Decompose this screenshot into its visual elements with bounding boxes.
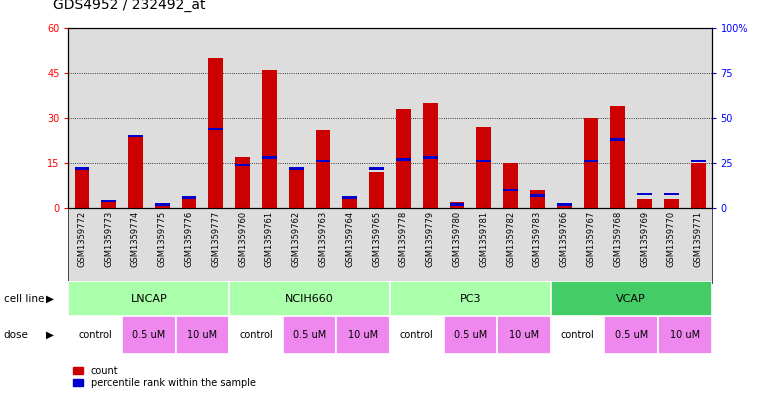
Bar (396, 109, 411, 208)
Bar (209, 128, 223, 130)
Bar (637, 193, 652, 195)
Text: GDS4952 / 232492_at: GDS4952 / 232492_at (53, 0, 205, 12)
Bar (316, 160, 330, 162)
Bar (128, 136, 143, 208)
Bar (423, 156, 438, 159)
Bar (691, 160, 705, 162)
Text: control: control (561, 330, 594, 340)
Text: VCAP: VCAP (616, 294, 646, 304)
Text: cell line: cell line (4, 294, 44, 304)
Bar (128, 135, 143, 137)
Text: control: control (239, 330, 273, 340)
Bar (229, 316, 283, 354)
Bar (75, 169, 89, 208)
Bar (610, 138, 625, 141)
Bar (122, 316, 176, 354)
Text: ▶: ▶ (46, 294, 54, 304)
Text: 10 uM: 10 uM (670, 330, 700, 340)
Bar (551, 316, 604, 354)
Bar (476, 160, 491, 162)
Bar (497, 316, 551, 354)
Text: NCIH660: NCIH660 (285, 294, 334, 304)
Text: dose: dose (4, 330, 29, 340)
Bar (75, 167, 89, 170)
Text: 10 uM: 10 uM (187, 330, 218, 340)
Bar (262, 156, 277, 159)
Bar (155, 204, 170, 206)
Text: 10 uM: 10 uM (509, 330, 539, 340)
Bar (637, 199, 652, 208)
Legend: count, percentile rank within the sample: count, percentile rank within the sample (73, 366, 256, 388)
Bar (551, 281, 712, 316)
Bar (68, 316, 122, 354)
Bar (289, 167, 304, 170)
Bar (229, 281, 390, 316)
Bar (182, 196, 196, 208)
Bar (369, 167, 384, 170)
Bar (101, 200, 116, 202)
Bar (557, 205, 572, 208)
Bar (68, 281, 229, 316)
Bar (390, 281, 551, 316)
Bar (316, 130, 330, 208)
Bar (530, 195, 545, 197)
Bar (396, 158, 411, 161)
Bar (423, 103, 438, 208)
Text: 0.5 uM: 0.5 uM (132, 330, 165, 340)
Bar (235, 157, 250, 208)
Bar (664, 193, 679, 195)
Bar (584, 160, 598, 162)
Text: control: control (78, 330, 112, 340)
Bar (390, 316, 444, 354)
Bar (450, 204, 464, 206)
Text: 0.5 uM: 0.5 uM (454, 330, 487, 340)
Bar (691, 163, 705, 208)
Text: PC3: PC3 (460, 294, 481, 304)
Bar (336, 316, 390, 354)
Bar (101, 202, 116, 208)
Text: ▶: ▶ (46, 330, 54, 340)
Bar (476, 127, 491, 208)
Bar (444, 316, 497, 354)
Bar (530, 190, 545, 208)
Bar (610, 106, 625, 208)
Text: LNCAP: LNCAP (130, 294, 167, 304)
Bar (664, 199, 679, 208)
Text: control: control (400, 330, 434, 340)
Bar (235, 164, 250, 166)
Bar (503, 163, 518, 208)
Bar (584, 118, 598, 208)
Bar (283, 316, 336, 354)
Bar (342, 196, 357, 208)
Bar (342, 196, 357, 198)
Bar (209, 58, 223, 208)
Text: 0.5 uM: 0.5 uM (615, 330, 648, 340)
Bar (604, 316, 658, 354)
Bar (503, 189, 518, 191)
Bar (262, 70, 277, 208)
Text: 0.5 uM: 0.5 uM (293, 330, 326, 340)
Bar (155, 205, 170, 208)
Bar (557, 204, 572, 206)
Bar (369, 172, 384, 208)
Bar (289, 169, 304, 208)
Bar (176, 316, 229, 354)
Bar (658, 316, 712, 354)
Bar (182, 196, 196, 198)
Bar (450, 202, 464, 208)
Text: 10 uM: 10 uM (348, 330, 378, 340)
